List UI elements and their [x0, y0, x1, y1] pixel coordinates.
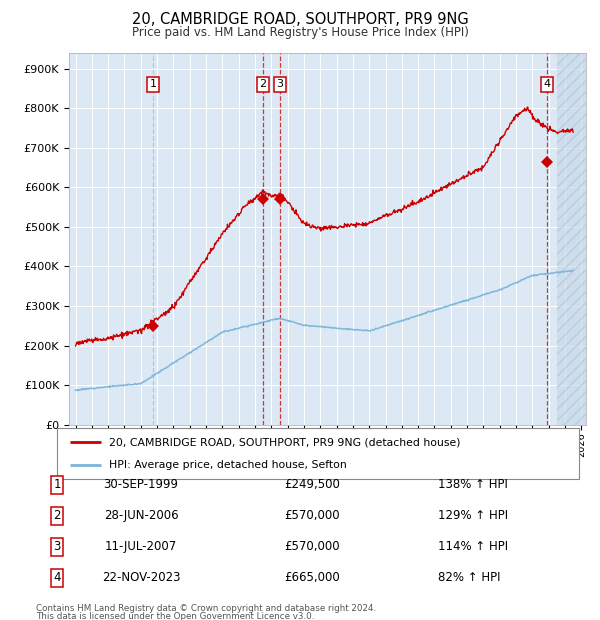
Text: 114% ↑ HPI: 114% ↑ HPI	[438, 541, 508, 553]
Bar	[557, 53, 586, 425]
Text: 129% ↑ HPI: 129% ↑ HPI	[438, 510, 508, 522]
Text: £665,000: £665,000	[284, 572, 340, 584]
Text: Contains HM Land Registry data © Crown copyright and database right 2024.: Contains HM Land Registry data © Crown c…	[36, 604, 376, 613]
Text: 30-SEP-1999: 30-SEP-1999	[104, 479, 179, 491]
Text: 2: 2	[53, 510, 61, 522]
Text: 138% ↑ HPI: 138% ↑ HPI	[438, 479, 508, 491]
FancyBboxPatch shape	[57, 428, 579, 479]
Text: 28-JUN-2006: 28-JUN-2006	[104, 510, 178, 522]
Text: 22-NOV-2023: 22-NOV-2023	[102, 572, 180, 584]
Text: £570,000: £570,000	[284, 541, 340, 553]
Text: HPI: Average price, detached house, Sefton: HPI: Average price, detached house, Seft…	[109, 461, 347, 471]
Text: 82% ↑ HPI: 82% ↑ HPI	[438, 572, 500, 584]
Text: Price paid vs. HM Land Registry's House Price Index (HPI): Price paid vs. HM Land Registry's House …	[131, 26, 469, 39]
Text: 20, CAMBRIDGE ROAD, SOUTHPORT, PR9 9NG (detached house): 20, CAMBRIDGE ROAD, SOUTHPORT, PR9 9NG (…	[109, 437, 461, 447]
Text: 3: 3	[277, 79, 283, 89]
Text: 3: 3	[53, 541, 61, 553]
Text: 2: 2	[259, 79, 266, 89]
Text: 4: 4	[544, 79, 550, 89]
Text: 1: 1	[53, 479, 61, 491]
Text: £570,000: £570,000	[284, 510, 340, 522]
Text: 4: 4	[53, 572, 61, 584]
Text: 11-JUL-2007: 11-JUL-2007	[105, 541, 177, 553]
Text: 1: 1	[149, 79, 157, 89]
Text: £249,500: £249,500	[284, 479, 340, 491]
Text: 20, CAMBRIDGE ROAD, SOUTHPORT, PR9 9NG: 20, CAMBRIDGE ROAD, SOUTHPORT, PR9 9NG	[131, 12, 469, 27]
Text: This data is licensed under the Open Government Licence v3.0.: This data is licensed under the Open Gov…	[36, 612, 314, 620]
